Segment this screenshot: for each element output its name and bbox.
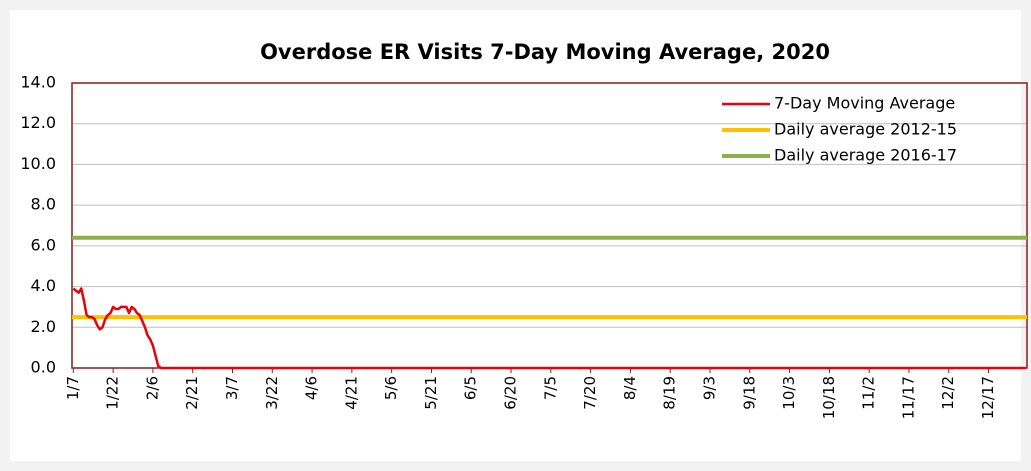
x-tick-label: 7/5	[541, 376, 559, 400]
series-line	[72, 287, 1026, 370]
y-tick-label: 12.0	[20, 113, 56, 132]
y-tick-label: 8.0	[31, 195, 56, 214]
x-tick-label: 5/6	[382, 376, 400, 400]
chart-area	[10, 10, 1021, 461]
x-tick-label: 2/6	[143, 376, 161, 400]
x-tick-label: 4/6	[303, 376, 321, 400]
x-tick-label: 12/17	[979, 376, 997, 419]
x-tick-label: 9/18	[740, 376, 758, 410]
x-tick-label: 6/20	[502, 376, 520, 410]
y-tick-label: 14.0	[20, 73, 56, 92]
x-tick-label: 11/2	[860, 376, 878, 410]
x-tick-label: 3/7	[223, 376, 241, 400]
x-tick-label: 8/4	[621, 376, 639, 400]
y-tick-label: 6.0	[31, 235, 56, 254]
y-tick-label: 0.0	[31, 358, 56, 377]
y-tick-label: 4.0	[31, 276, 56, 295]
chart-title: Overdose ER Visits 7-Day Moving Average,…	[260, 40, 830, 64]
legend-label: 7-Day Moving Average	[774, 94, 955, 113]
x-tick-label: 5/21	[422, 376, 440, 410]
x-tick-label: 1/7	[64, 376, 82, 400]
x-tick-label: 6/5	[462, 376, 480, 400]
x-tick-label: 4/21	[342, 376, 360, 410]
x-tick-label: 1/22	[104, 376, 122, 410]
x-tick-label: 12/2	[939, 376, 957, 410]
y-tick-label: 10.0	[20, 154, 56, 173]
x-tick-label: 11/17	[899, 376, 917, 419]
x-tick-label: 10/18	[820, 376, 838, 419]
x-tick-label: 8/19	[661, 376, 679, 410]
x-tick-label: 3/22	[263, 376, 281, 410]
x-tick-label: 10/3	[780, 376, 798, 410]
legend-label: Daily average 2012-15	[774, 120, 957, 139]
x-tick-label: 7/20	[581, 376, 599, 410]
x-tick-label: 9/3	[700, 376, 718, 400]
x-tick-label: 2/21	[183, 376, 201, 410]
legend-label: Daily average 2016-17	[774, 146, 957, 165]
y-tick-label: 2.0	[31, 317, 56, 336]
